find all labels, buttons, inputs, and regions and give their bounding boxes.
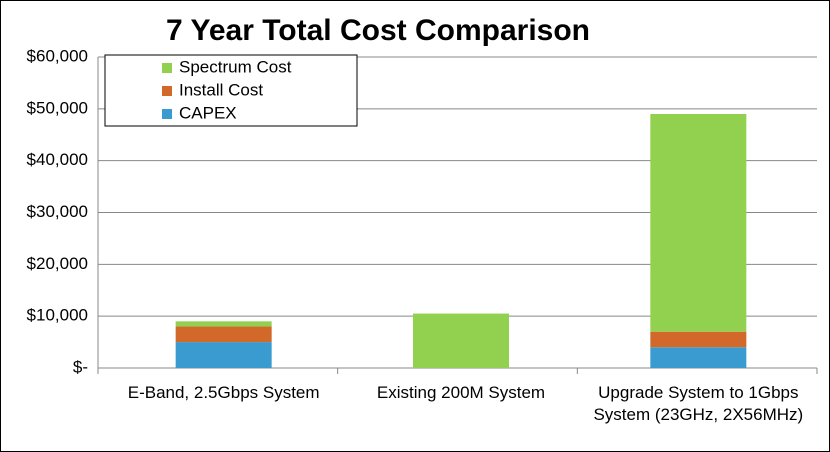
legend-swatch [162, 86, 172, 96]
bar-segment [413, 313, 509, 368]
legend: CAPEX Install Cost Spectrum Cost [104, 54, 358, 127]
y-tick-label: $20,000 [27, 254, 88, 273]
x-tick-label: E-Band, 2.5Gbps System [127, 383, 320, 402]
bar-segment [175, 321, 272, 327]
legend-swatch [162, 109, 172, 119]
bar-segment [650, 347, 747, 368]
bar-segment [650, 114, 747, 332]
chart-title: 7 Year Total Cost Comparison [166, 14, 590, 47]
legend-swatch [162, 63, 172, 73]
y-tick-label: $40,000 [27, 150, 88, 169]
y-tick-label: $60,000 [27, 46, 88, 65]
bar-segment [650, 331, 747, 348]
y-tick-label: $10,000 [27, 306, 88, 325]
y-tick-label: $30,000 [27, 202, 88, 221]
x-tick-label: Existing 200M System [376, 383, 546, 402]
y-tick-label: $- [73, 357, 88, 376]
y-tick-label: $50,000 [27, 98, 88, 117]
legend-label: Spectrum Cost [179, 57, 292, 76]
x-tick-label: Upgrade System to 1Gbps System (23GHz, 2… [593, 383, 804, 424]
legend-label: CAPEX [179, 103, 237, 122]
legend-label: Install Cost [179, 80, 263, 99]
legend-box [104, 54, 358, 127]
bar-segment [175, 342, 272, 368]
bar-segment [175, 326, 272, 343]
